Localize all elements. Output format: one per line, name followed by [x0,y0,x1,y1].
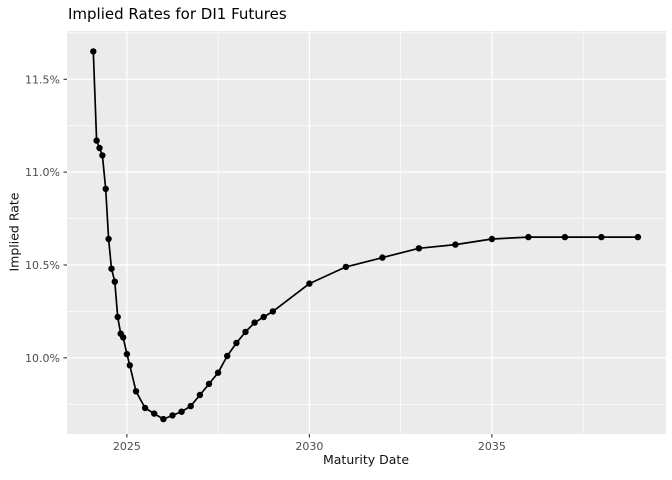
data-point [90,48,97,55]
data-point [93,137,100,144]
data-point [114,313,121,321]
data-point [488,235,496,243]
data-point [96,144,103,152]
data-point [269,308,277,315]
data-point [187,402,194,410]
data-point [415,245,423,252]
data-point [242,328,249,336]
data-point [561,233,569,241]
data-point [224,352,231,360]
panel-background [67,31,666,434]
y-tick-label: 11.5% [25,73,60,86]
data-point [379,254,386,261]
data-point [525,233,532,241]
data-point [342,263,350,271]
data-point [598,233,605,241]
y-tick-label: 10.0% [25,352,60,365]
data-point [132,388,140,395]
x-axis-title-text: Maturity Date [322,452,410,467]
data-point [251,319,258,326]
data-point [111,278,119,285]
data-point [233,339,240,347]
data-point [108,265,115,272]
data-point [120,334,127,341]
data-point [151,410,158,417]
y-axis-title: Implied Rate [6,192,22,272]
data-point [205,380,213,388]
x-tick-label: 2030 [295,440,323,453]
data-point [214,369,222,376]
data-point [178,408,185,415]
chart-title: Implied Rates for DI1 Futures [68,5,287,23]
data-point [123,350,131,358]
x-axis-title: Maturity Date [0,452,672,467]
data-point [260,313,267,321]
data-point [634,233,642,241]
data-point [306,280,313,287]
data-point [169,412,176,419]
x-tick-label: 2025 [113,440,141,453]
y-tick-label: 10.5% [25,259,60,272]
data-point [126,362,133,369]
data-point [160,415,167,423]
data-point [196,391,204,399]
x-tick-label: 2035 [478,440,506,453]
data-point [102,185,109,193]
data-point [105,235,112,243]
data-point [99,152,106,159]
data-point [141,404,149,412]
data-point [452,241,459,248]
y-tick-label: 11.0% [25,166,60,179]
